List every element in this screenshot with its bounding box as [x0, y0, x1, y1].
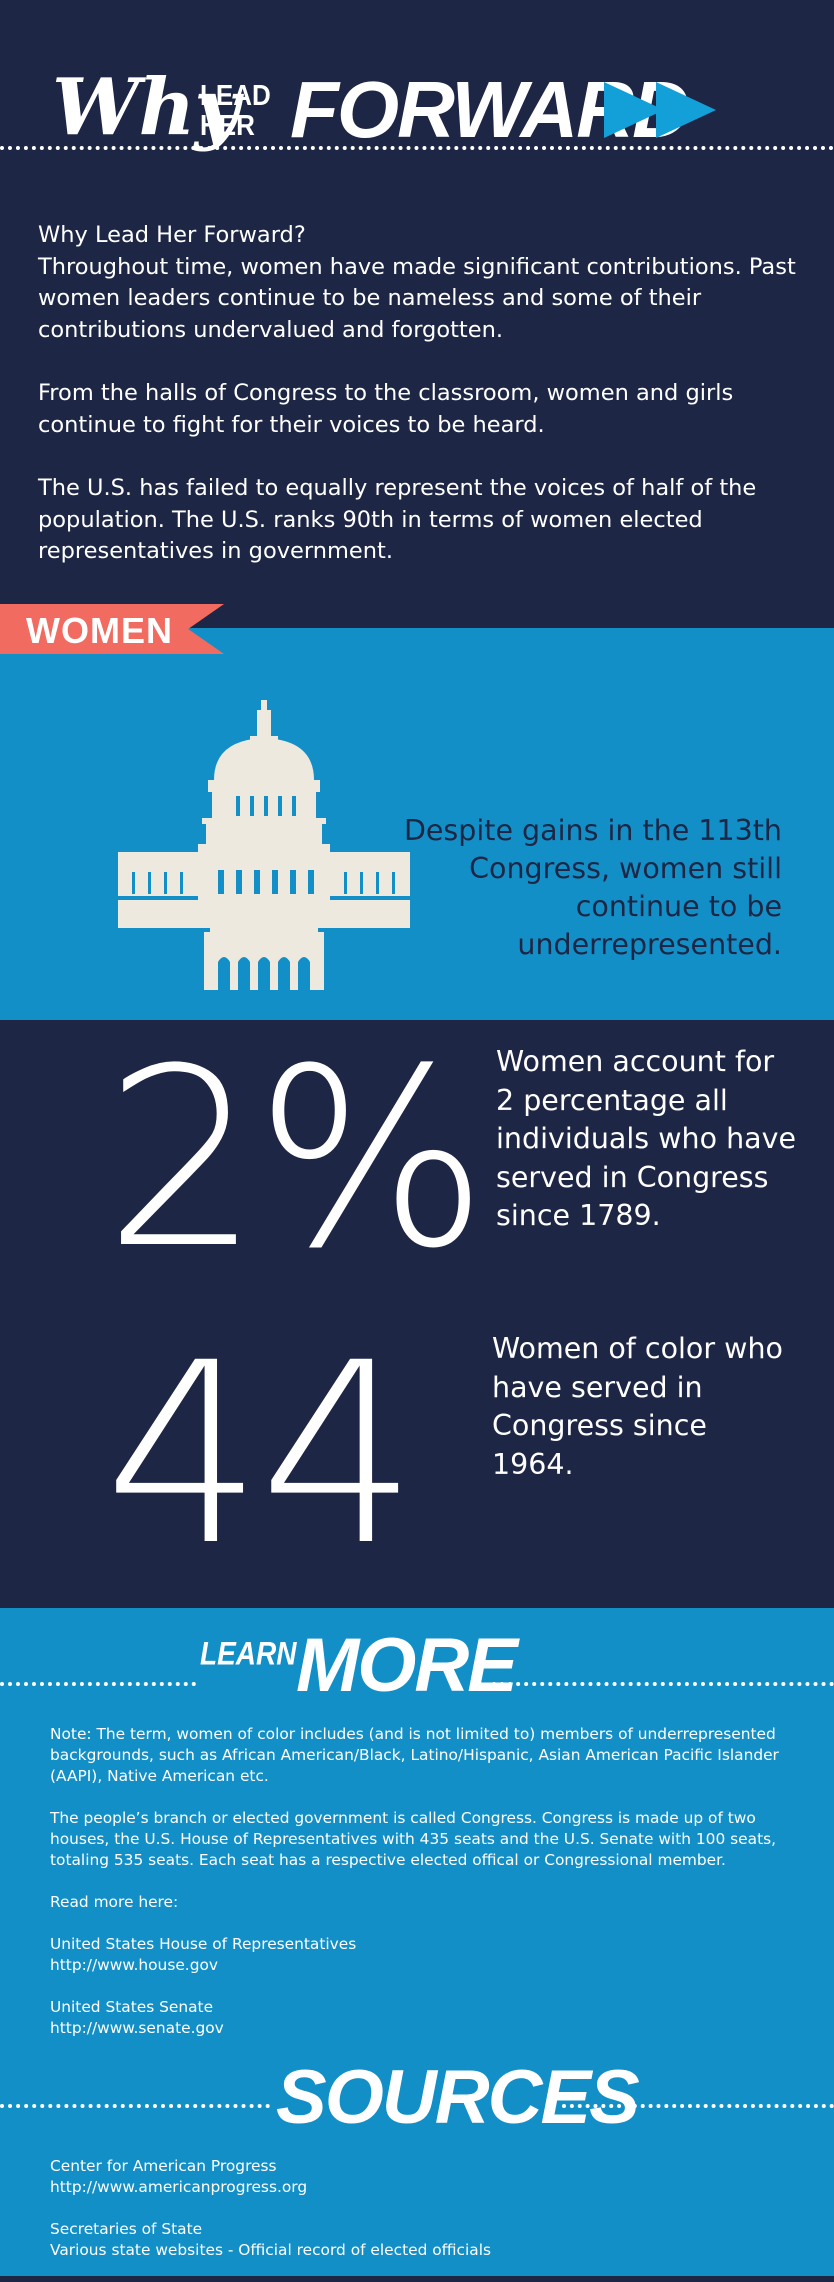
read-more-label: Read more here: [50, 1893, 179, 1911]
logo-why: Why [52, 62, 240, 153]
capitol-building-icon [118, 700, 410, 990]
fast-forward-icon [604, 82, 716, 138]
source-name: Center for American Progress [50, 2157, 277, 2175]
learn-more-title-big: MORE [296, 1623, 518, 1708]
stat-value-percent: 2% [104, 1017, 488, 1303]
learn-dotted-divider-left [0, 1682, 196, 1690]
congress-info: The people’s branch or elected governmen… [50, 1809, 777, 1869]
intro-paragraph-3: The U.S. has failed to equally represent… [38, 475, 757, 564]
stat-value-women-of-color: 44 [104, 1309, 418, 1600]
learn-dotted-divider-right [492, 1682, 834, 1690]
source-item: Secretaries of State Various state websi… [50, 2219, 790, 2261]
stat-description-women-of-color: Women of color who have served in Congre… [492, 1332, 783, 1481]
learn-more-title-small: LEARN [200, 1635, 297, 1672]
sources-list: Center for American Progress http://www.… [50, 2156, 790, 2282]
source-detail: Various state websites - Official record… [50, 2241, 492, 2259]
intro-paragraph-1: Why Lead Her Forward? Throughout time, w… [38, 220, 798, 346]
source-name: Secretaries of State [50, 2220, 203, 2238]
logo-her: HER [200, 108, 255, 142]
women-ribbon: WOMEN [0, 604, 224, 654]
learn-more-body: Note: The term, women of color includes … [50, 1724, 790, 2060]
logo-lead: LEAD [200, 78, 271, 112]
header-dotted-divider [0, 146, 834, 154]
learn-more-heading: LEARN MORE [200, 1623, 518, 1714]
link-house-name: United States House of Representatives [50, 1935, 357, 1953]
intro-question: Why Lead Her Forward? [38, 222, 306, 248]
stat-description-percent: Women account for 2 percentage all indiv… [496, 1045, 797, 1232]
women-ribbon-label: WOMEN [26, 610, 173, 651]
link-senate[interactable]: United States Senate http://www.senate.g… [50, 1997, 790, 2039]
sources-heading: SOURCES [276, 2055, 640, 2140]
women-of-color-note: Note: The term, women of color includes … [50, 1725, 779, 1785]
intro-contributions: Throughout time, women have made signifi… [38, 253, 796, 343]
link-house-url[interactable]: http://www.house.gov [50, 1956, 218, 1974]
learn-more-section [0, 1608, 834, 2276]
sources-dotted-divider-left [0, 2104, 270, 2112]
source-item: Center for American Progress http://www.… [50, 2156, 790, 2198]
source-url[interactable]: http://www.americanprogress.org [50, 2178, 308, 2196]
link-house[interactable]: United States House of Representatives h… [50, 1934, 790, 1976]
intro-text: Why Lead Her Forward? Throughout time, w… [38, 220, 798, 600]
intro-paragraph-2: From the halls of Congress to the classr… [38, 380, 734, 438]
link-senate-url[interactable]: http://www.senate.gov [50, 2019, 224, 2037]
capitol-caption: Despite gains in the 113th Congress, wom… [403, 814, 782, 961]
women-section [0, 628, 834, 1020]
sources-dotted-divider-right [562, 2104, 834, 2112]
link-senate-name: United States Senate [50, 1998, 214, 2016]
stats-section [0, 1020, 834, 1608]
